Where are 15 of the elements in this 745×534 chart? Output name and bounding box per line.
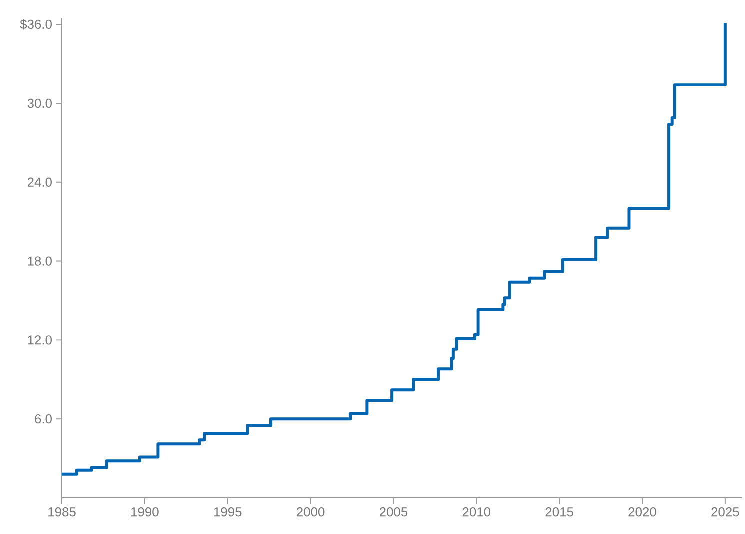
x-tick-label: 2010 [462,508,491,517]
x-tick-label: 1990 [132,508,159,517]
y-tick-label: 18.0 [28,256,52,266]
x-tick-label: 2015 [546,508,574,517]
x-tick-label: 1995 [214,508,242,517]
x-tick-label: 2020 [628,508,656,517]
y-tick-label: 12.0 [28,336,52,345]
x-tick-label: 2005 [380,508,408,517]
y-tick-label: $36.0 [20,19,52,30]
y-tick-label: 24.0 [28,178,52,187]
x-tick-label: 2025 [712,508,740,517]
x-tick-label: 1985 [48,508,76,517]
x-tick-label: 2000 [297,508,325,517]
y-tick-label: 6.0 [35,414,52,424]
y-tick-label: 30.0 [28,98,52,108]
